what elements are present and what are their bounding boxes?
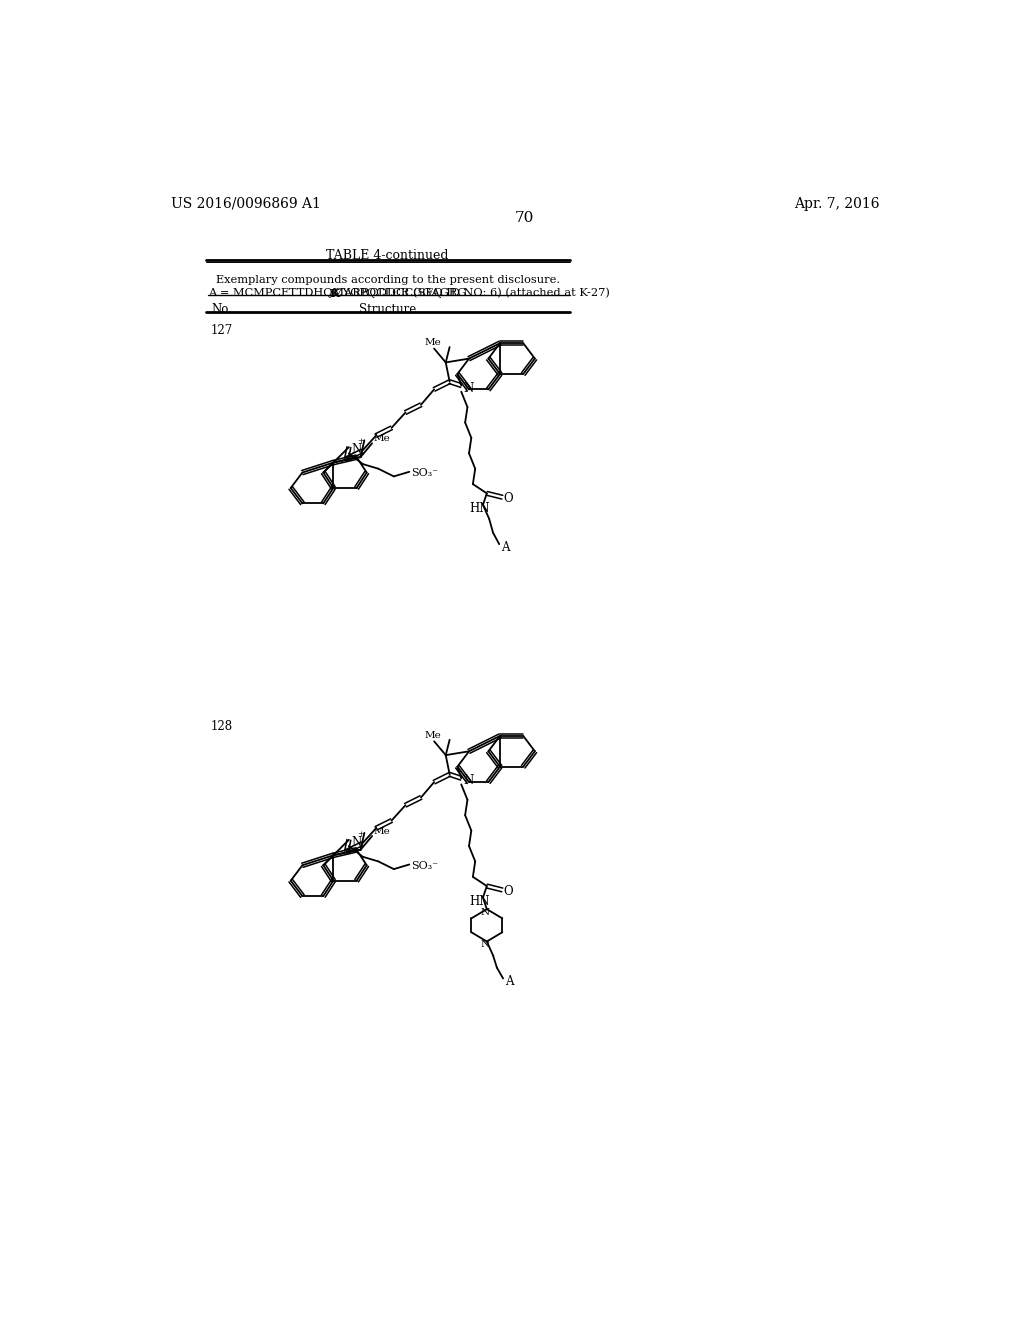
Text: Me: Me [424, 730, 440, 739]
Text: 128: 128 [211, 721, 233, 734]
Text: A = MCMPCFTTDHQMARRCDDCCGGAGRG: A = MCMPCFTTDHQMARRCDDCCGGAGRG [208, 288, 466, 298]
Text: Exemplary compounds according to the present disclosure.: Exemplary compounds according to the pre… [216, 276, 560, 285]
Text: N: N [464, 775, 474, 788]
Text: O: O [504, 492, 513, 504]
Text: N: N [351, 444, 361, 457]
Text: HN: HN [469, 502, 489, 515]
Text: K: K [330, 288, 340, 298]
Text: A: A [501, 541, 509, 554]
Text: TABLE 4-continued: TABLE 4-continued [327, 249, 449, 263]
Text: Me: Me [424, 338, 440, 347]
Text: SO₃⁻: SO₃⁻ [411, 469, 438, 478]
Text: HN: HN [469, 895, 489, 908]
Text: SO₃⁻: SO₃⁻ [411, 861, 438, 871]
Text: US 2016/0096869 A1: US 2016/0096869 A1 [171, 197, 321, 211]
Text: +: + [357, 830, 365, 838]
Text: No.: No. [211, 304, 231, 317]
Text: N: N [464, 381, 474, 395]
Text: O: O [504, 884, 513, 898]
Text: CYGPQCLCR (SEQ ID NO: 6) (attached at K-27): CYGPQCLCR (SEQ ID NO: 6) (attached at K-… [334, 288, 609, 298]
Text: Structure: Structure [359, 304, 416, 317]
Text: Me: Me [374, 434, 390, 444]
Text: 127: 127 [211, 323, 233, 337]
Text: Me: Me [374, 826, 390, 836]
Text: N: N [480, 908, 489, 916]
Text: 70: 70 [515, 211, 535, 224]
Text: Apr. 7, 2016: Apr. 7, 2016 [795, 197, 880, 211]
Text: N: N [351, 836, 361, 849]
Text: A: A [505, 975, 513, 989]
Text: +: + [357, 437, 365, 445]
Text: N: N [480, 940, 489, 949]
